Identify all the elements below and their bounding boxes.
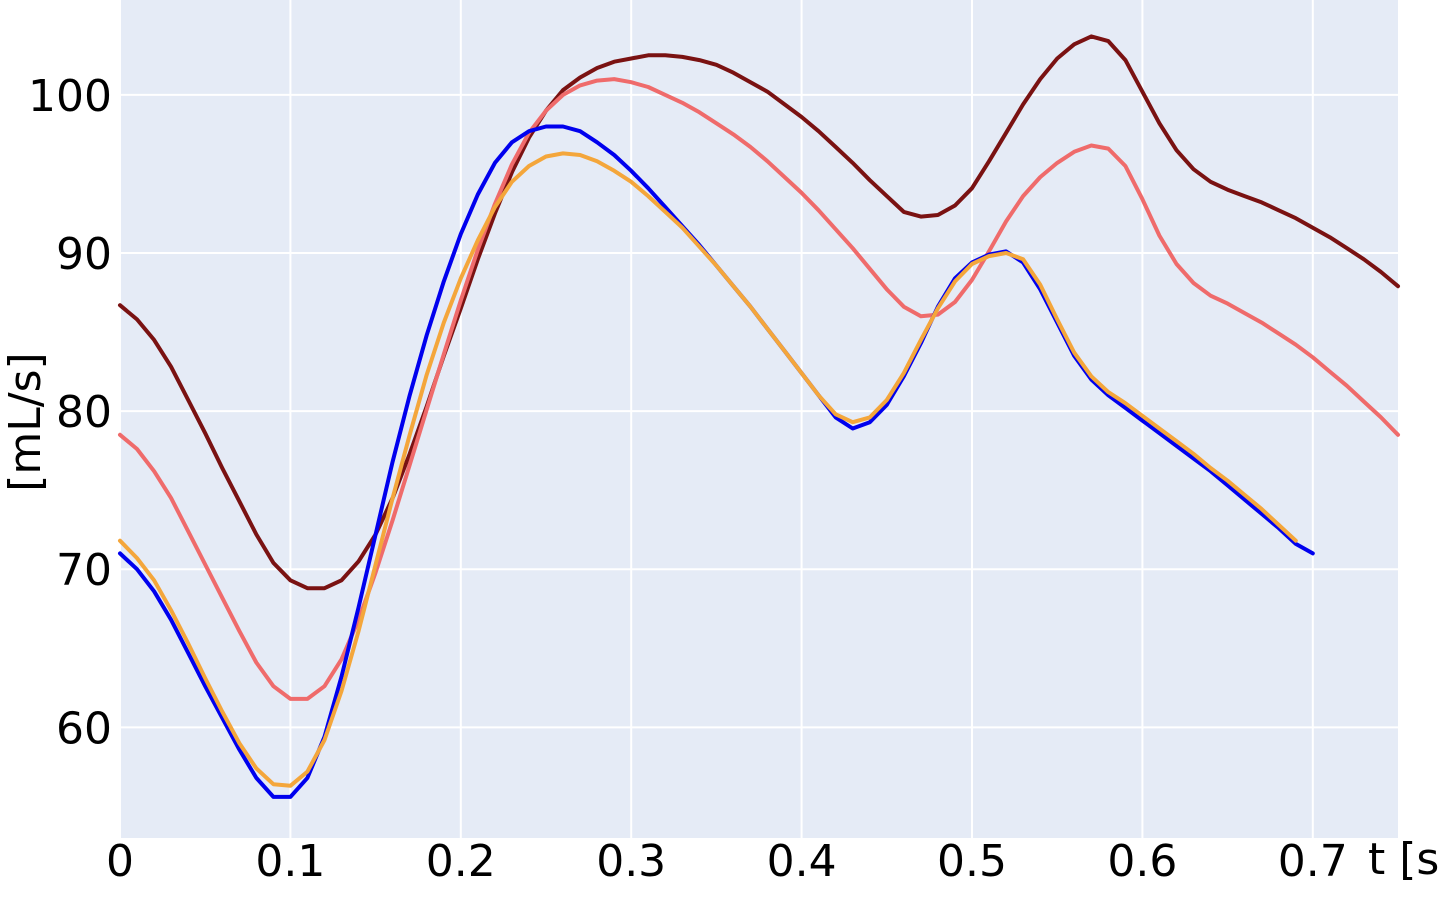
x-tick-label: 0.5 [937, 836, 1007, 887]
series-line-4 [118, 151, 1298, 788]
y-tick-label: 80 [56, 387, 112, 438]
y-tick-labels: 60 70 80 90 100 [28, 71, 112, 754]
y-tick-label: 60 [56, 703, 112, 754]
x-tick-label: 0.4 [767, 836, 837, 887]
x-axis-label: t [s] [1368, 834, 1440, 885]
plot-background [120, 0, 1398, 838]
x-tick-label: 0.1 [255, 836, 325, 887]
x-tick-label: 0.2 [426, 836, 496, 887]
x-tick-label: 0.6 [1107, 836, 1177, 887]
series-lines [118, 34, 1400, 799]
y-tick-label: 100 [28, 71, 112, 122]
x-tick-label: 0.3 [596, 836, 666, 887]
series-line-1 [118, 34, 1400, 591]
grid-lines [119, 0, 1398, 838]
x-tick-label: 0 [106, 836, 134, 887]
y-tick-label: 70 [56, 545, 112, 596]
x-tick-label: 0.7 [1278, 836, 1348, 887]
y-tick-label: 90 [56, 229, 112, 280]
series-line-2 [118, 77, 1400, 701]
y-axis-label: [mL/s] [0, 352, 51, 491]
x-tick-labels: 0 0.1 0.2 0.3 0.4 0.5 0.6 0.7 [106, 836, 1348, 887]
